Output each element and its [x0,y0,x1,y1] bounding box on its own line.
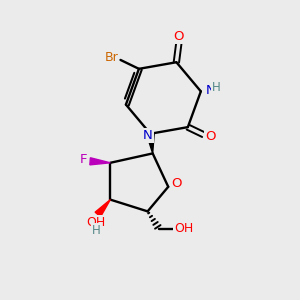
Polygon shape [146,133,154,153]
Text: Br: Br [105,51,118,64]
Text: OH: OH [87,216,106,229]
Text: O: O [171,177,182,190]
Text: F: F [80,153,87,166]
Text: H: H [92,224,101,237]
Text: O: O [173,30,184,43]
Polygon shape [95,200,110,217]
Text: H: H [212,81,221,94]
Text: N: N [206,84,216,97]
Text: O: O [206,130,216,143]
Text: N: N [143,129,153,142]
Polygon shape [90,158,110,165]
Text: OH: OH [174,222,193,235]
